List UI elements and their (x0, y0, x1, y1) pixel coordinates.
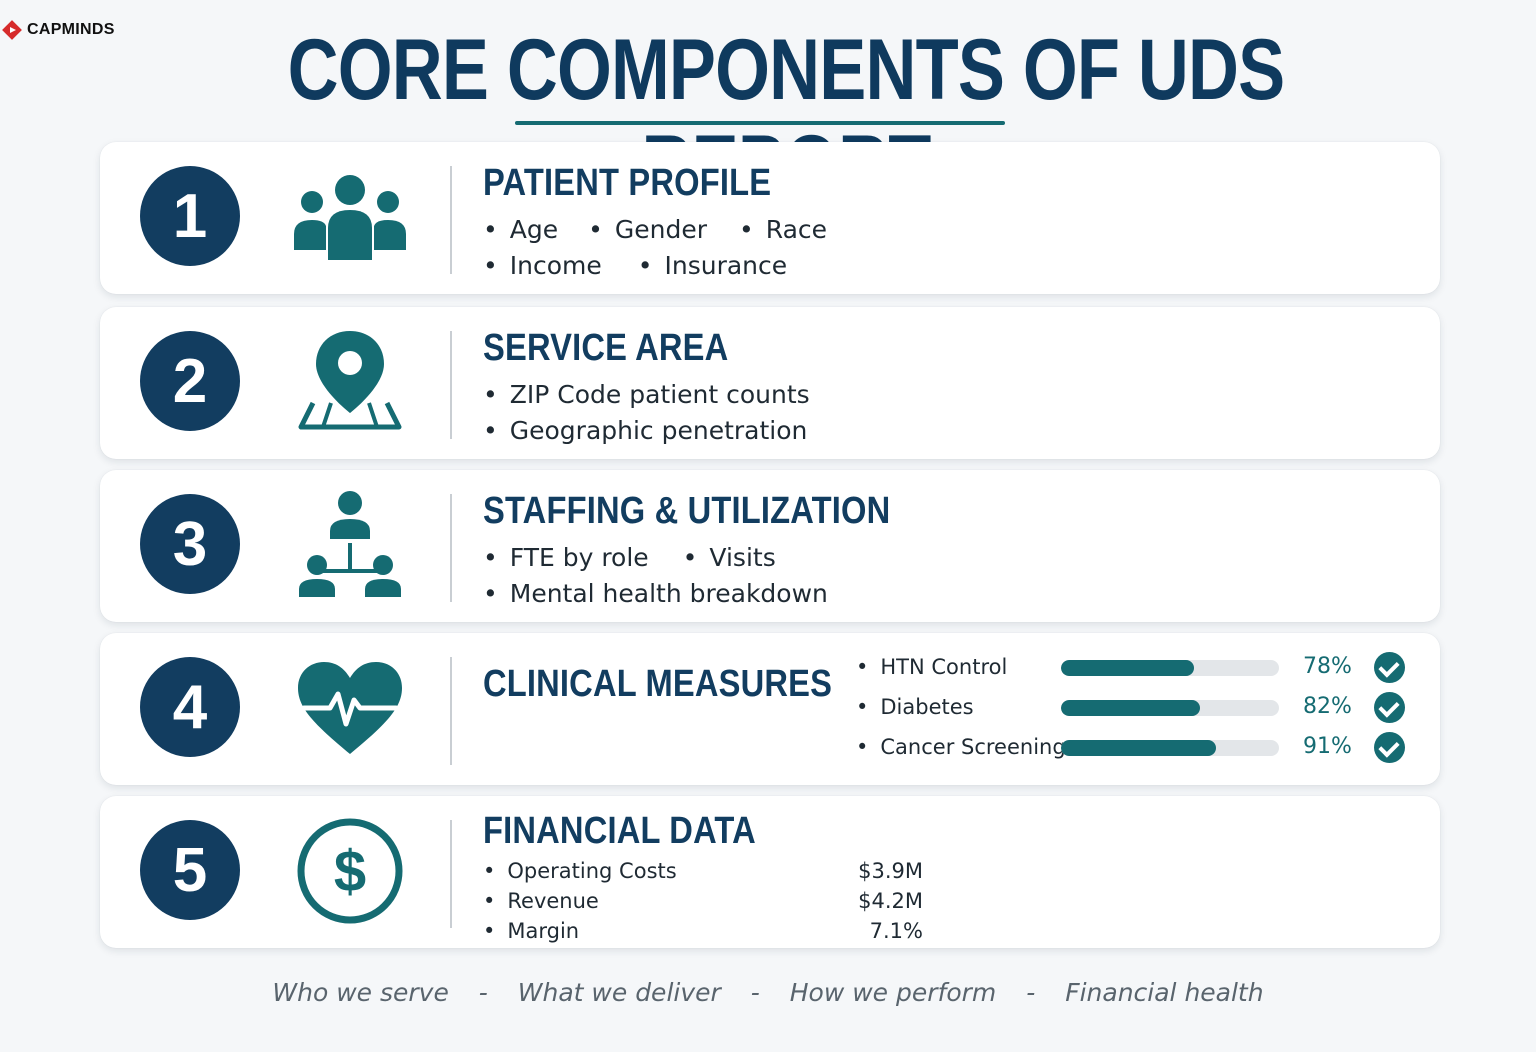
bullet-race: Race (739, 212, 827, 248)
bullet-list: Age Gender Race Income Insurance (483, 212, 857, 284)
card-staffing: 3 STAFFING & UTILIZATION FTE by role Vis… (100, 470, 1440, 622)
bullet-insurance: Insurance (638, 248, 788, 284)
card-divider (450, 166, 452, 274)
card-divider (450, 494, 452, 602)
brand-logo: CAPMINDS (2, 20, 115, 40)
card-financial-data: 5 $ FINANCIAL DATA Operating Costs $3.9M… (100, 796, 1440, 948)
clinical-measure-list: HTN Control 78% Diabetes 82% Cancer Scre… (856, 651, 1416, 771)
card-title: CLINICAL MEASURES (483, 663, 833, 705)
measure-label: Cancer Screening (856, 735, 1065, 759)
bullet-visits: Visits (683, 540, 775, 576)
measure-bar-fill (1061, 700, 1201, 716)
bullet-fte-by-role: FTE by role (483, 540, 649, 576)
card-title: SERVICE AREA (483, 327, 729, 369)
footer-tagline: Who we serve - What we deliver - How we … (0, 978, 1536, 1007)
svg-text:$: $ (334, 839, 366, 904)
footer-item-financial: Financial health (1065, 978, 1264, 1007)
financial-list: Operating Costs $3.9M Revenue $4.2M Marg… (483, 856, 923, 946)
measure-label: HTN Control (856, 655, 1007, 679)
measure-bar-track (1061, 700, 1279, 716)
bullet-income: Income (483, 248, 602, 284)
bullet-gender: Gender (588, 212, 707, 248)
step-number-2: 2 (140, 331, 240, 431)
card-divider (450, 820, 452, 928)
heart-pulse-icon (290, 653, 410, 763)
footer-item-perform: How we perform (789, 978, 997, 1007)
step-number-4: 4 (140, 657, 240, 757)
footer-separator: - (478, 978, 488, 1007)
org-chart-icon (290, 490, 410, 600)
card-title: PATIENT PROFILE (483, 162, 772, 204)
check-circle-icon (1374, 732, 1405, 763)
financial-row-operating-costs: Operating Costs $3.9M (483, 856, 923, 886)
bullet-age: Age (483, 212, 558, 248)
measure-label: Diabetes (856, 695, 973, 719)
check-circle-icon (1374, 692, 1405, 723)
measure-row-cancer-screening: Cancer Screening 91% (856, 731, 1416, 771)
card-clinical-measures: 4 CLINICAL MEASURES HTN Control 78% Diab… (100, 633, 1440, 785)
measure-percent: 78% (1303, 654, 1352, 679)
footer-item-serve: Who we serve (272, 978, 449, 1007)
check-circle-icon (1374, 652, 1405, 683)
bullet-geo-penetration: Geographic penetration (483, 413, 808, 449)
bullet-list: ZIP Code patient counts Geographic penet… (483, 377, 840, 449)
measure-percent: 91% (1303, 734, 1352, 759)
step-number-3: 3 (140, 494, 240, 594)
dollar-circle-icon: $ (290, 816, 410, 926)
card-patient-profile: 1 PATIENT PROFILE Age Gender Race Income… (100, 142, 1440, 294)
card-title: FINANCIAL DATA (483, 810, 756, 852)
card-service-area: 2 SERVICE AREA ZIP Code patient counts G… (100, 307, 1440, 459)
card-divider (450, 657, 452, 765)
step-number-1: 1 (140, 166, 240, 266)
financial-value: $3.9M (858, 859, 923, 883)
measure-row-htn: HTN Control 78% (856, 651, 1416, 691)
measure-percent: 82% (1303, 694, 1352, 719)
bullet-mental-health: Mental health breakdown (483, 576, 828, 612)
bullet-zip-counts: ZIP Code patient counts (483, 377, 810, 413)
capminds-logo-icon (2, 20, 22, 40)
measure-bar-track (1061, 660, 1279, 676)
measure-bar-fill (1061, 660, 1194, 676)
footer-item-deliver: What we deliver (517, 978, 721, 1007)
title-underline (515, 121, 1005, 125)
card-divider (450, 331, 452, 439)
measure-bar-track (1061, 740, 1279, 756)
people-group-icon (290, 162, 410, 272)
measure-row-diabetes: Diabetes 82% (856, 691, 1416, 731)
footer-separator: - (750, 978, 760, 1007)
financial-row-margin: Margin 7.1% (483, 916, 923, 946)
brand-name: CAPMINDS (27, 21, 115, 38)
financial-label: Revenue (483, 889, 599, 913)
footer-separator: - (1026, 978, 1036, 1007)
financial-label: Margin (483, 919, 579, 943)
financial-row-revenue: Revenue $4.2M (483, 886, 923, 916)
map-pin-icon (290, 327, 410, 437)
measure-bar-fill (1061, 740, 1216, 756)
financial-value: $4.2M (858, 889, 923, 913)
financial-value: 7.1% (869, 919, 923, 943)
financial-label: Operating Costs (483, 859, 677, 883)
card-title: STAFFING & UTILIZATION (483, 490, 891, 532)
step-number-5: 5 (140, 820, 240, 920)
bullet-list: FTE by role Visits Mental health breakdo… (483, 540, 858, 612)
